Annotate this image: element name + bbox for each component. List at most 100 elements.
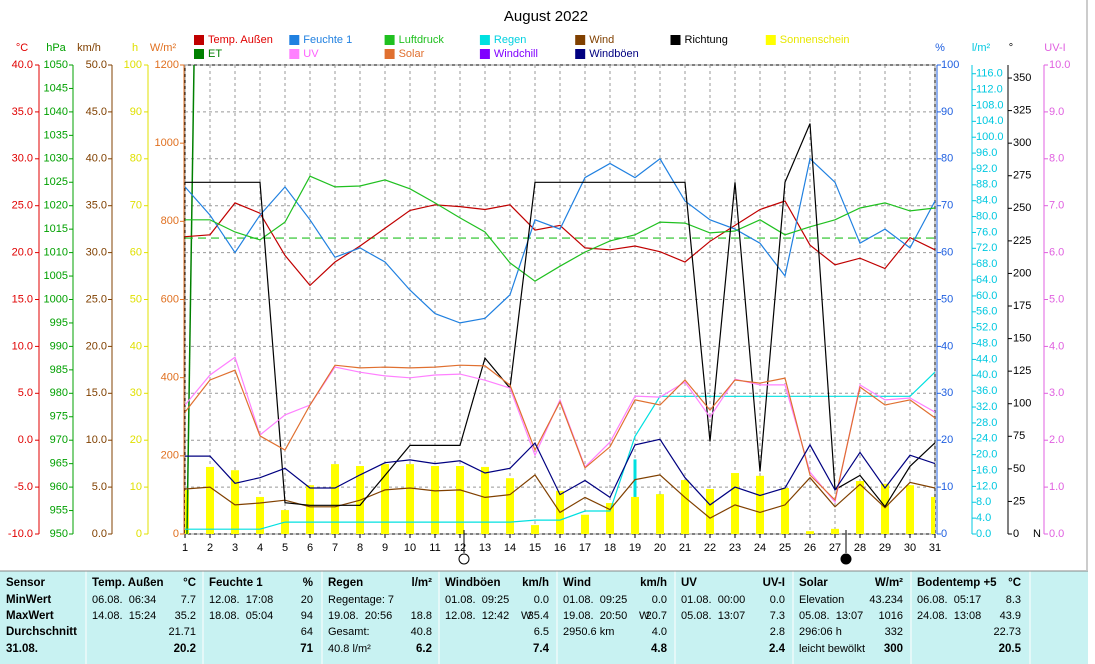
y-tick-label: 20.0 (12, 247, 33, 259)
cell-text: Regentage: 7 (328, 594, 394, 606)
column-header: Wind (563, 577, 591, 589)
y-tick-label: 50 (941, 293, 953, 305)
x-tick-label: 1 (182, 542, 188, 554)
cell-value: 0.0 (534, 594, 549, 606)
column-unit: l/m² (412, 577, 433, 589)
y-tick-label: 56.0 (976, 306, 997, 318)
series-line (185, 157, 935, 324)
y-tick-label: 960 (50, 481, 68, 493)
axis-label: km/h (77, 42, 101, 54)
y-tick-label: 30.0 (86, 247, 107, 259)
stats-table: Sensor MinWert MaxWert Durchschnitt 31.08. Te… (0, 570, 1088, 664)
cell-text: 19.08. 20:50 (563, 610, 627, 622)
y-tick-label: 0 (136, 528, 142, 540)
bar (456, 465, 464, 534)
cell-text: Elevation (799, 594, 844, 606)
y-tick-label: 50 (1013, 463, 1025, 475)
y-tick-label: 28.0 (976, 417, 997, 429)
legend-label: Wind (589, 34, 614, 46)
cell-text: 06.08. 05:17 (917, 594, 981, 606)
y-tick-label: 0.0 (18, 434, 33, 446)
cell-text: 296:06 h (799, 626, 842, 638)
y-tick-label: 4.0 (1049, 340, 1064, 352)
bar (531, 525, 539, 534)
y-tick-label: 8.0 (976, 496, 991, 508)
x-tick-label: 14 (504, 542, 516, 554)
y-tick-label: 995 (50, 317, 68, 329)
y-tick-label: 10.0 (12, 340, 33, 352)
legend-swatch (194, 49, 204, 59)
axis-label: l/m² (972, 42, 991, 54)
axis-label: UV-I (1044, 42, 1065, 54)
column-header: Temp. Außen (92, 577, 164, 589)
x-tick-label: 6 (307, 542, 313, 554)
y-tick-label: 10 (941, 481, 953, 493)
y-tick-label: 1010 (44, 247, 68, 259)
cell-text: 2950.6 km (563, 626, 614, 638)
bar (856, 481, 864, 534)
y-tick-label: 350 (1013, 72, 1031, 84)
cell-value: 20.2 (174, 643, 196, 655)
legend-swatch (479, 49, 490, 59)
row-label: Sensor (6, 577, 46, 589)
axis-label: °C (16, 42, 28, 54)
cell-value: 7.4 (533, 643, 550, 655)
y-tick-label: 200 (1013, 267, 1031, 279)
x-tick-label: 30 (904, 542, 916, 554)
y-tick-label: 52.0 (976, 322, 997, 334)
x-tick-label: 26 (804, 542, 816, 554)
x-tick-label: 31 (929, 542, 941, 554)
cell-value: 35.2 (175, 610, 196, 622)
cell-value: 0.0 (652, 594, 667, 606)
y-tick-label: 80 (130, 153, 142, 165)
x-tick-label: 13 (479, 542, 491, 554)
y-tick-label: 1050 (44, 59, 68, 71)
x-tick-label: 4 (257, 542, 263, 554)
y-tick-label: 60 (941, 247, 953, 259)
x-tick-label: 10 (404, 542, 416, 554)
x-tick-label: 12 (454, 542, 466, 554)
y-tick-label: 90 (130, 106, 142, 118)
y-tick-label: 0 (173, 528, 179, 540)
bar (431, 465, 439, 534)
y-tick-label: 990 (50, 340, 68, 352)
legend-swatch (384, 49, 395, 59)
axis-label: h (132, 42, 138, 54)
y-tick-label: 48.0 (976, 337, 997, 349)
bar (806, 531, 814, 534)
cell-value: 0.0 (770, 594, 785, 606)
row-label: MaxWert (6, 610, 54, 622)
column-unit: % (303, 577, 313, 589)
bar (931, 496, 935, 534)
bar (633, 459, 637, 534)
bar (406, 464, 414, 534)
x-tick-label: 21 (679, 542, 691, 554)
y-tick-label: 90 (941, 106, 953, 118)
cell-value: 18.8 (411, 610, 432, 622)
column-unit: °C (1008, 577, 1021, 589)
new-moon (840, 553, 852, 565)
y-tick-label: 35.0 (12, 106, 33, 118)
x-tick-label: 9 (382, 542, 388, 554)
bar (906, 485, 914, 534)
y-tick-label: 985 (50, 364, 68, 376)
bar (656, 494, 664, 534)
y-tick-label: 35.0 (86, 200, 107, 212)
cell-value: 4.0 (652, 626, 667, 638)
bar (756, 475, 764, 534)
y-tick-label: 96.0 (976, 147, 997, 159)
y-tick-label: 30.0 (12, 153, 33, 165)
cell-text: Gesamt: (328, 626, 370, 638)
cell-value: 20.7 (646, 610, 667, 622)
y-tick-label: 275 (1013, 170, 1031, 182)
y-tick-label: 80 (941, 153, 953, 165)
y-tick-label: 30 (941, 387, 953, 399)
column-unit: °C (183, 577, 196, 589)
cell-text: 06.08. 06:34 (92, 594, 156, 606)
axis-label: ° (1009, 42, 1013, 54)
bar (881, 483, 889, 534)
y-tick-label: 1030 (44, 153, 68, 165)
cell-value: 64 (301, 626, 313, 638)
y-tick-label: 1015 (44, 223, 68, 235)
y-tick-label: 25.0 (86, 293, 107, 305)
